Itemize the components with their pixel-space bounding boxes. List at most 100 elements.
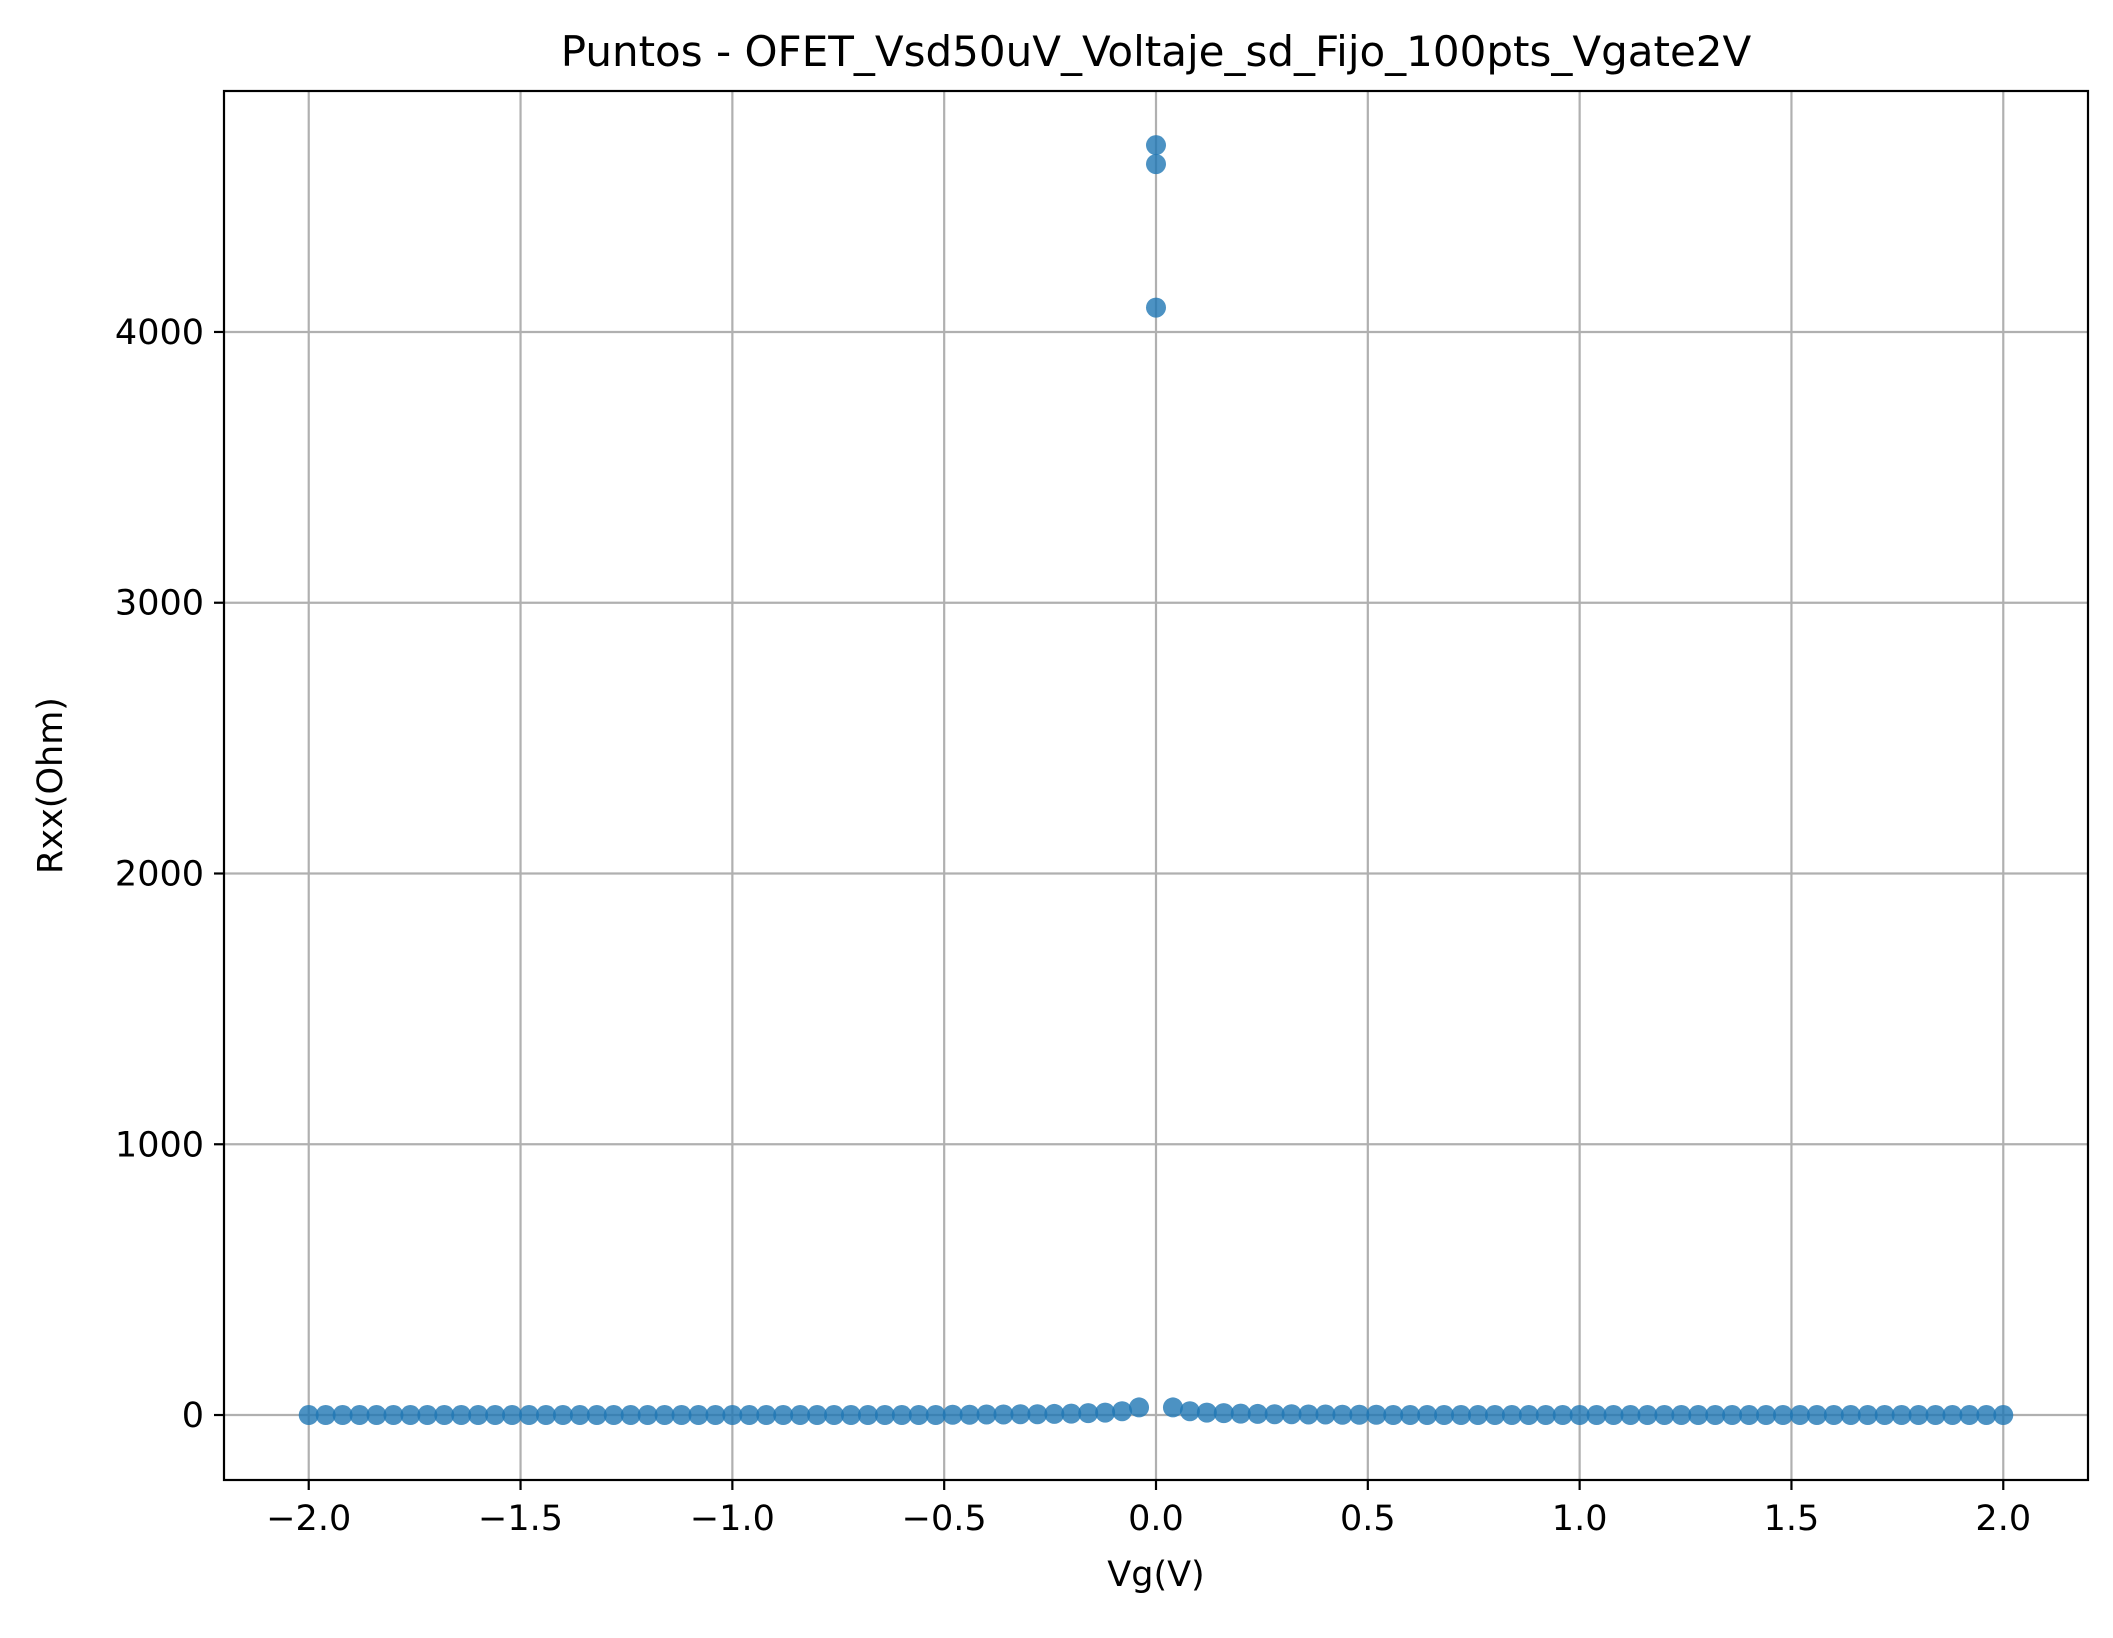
data-point (654, 1405, 675, 1426)
data-point (1535, 1405, 1556, 1426)
data-point (1705, 1405, 1726, 1426)
data-point (620, 1405, 641, 1426)
y-tick-label: 3000 (115, 584, 204, 624)
data-point (1298, 1404, 1319, 1425)
data-point (1518, 1405, 1539, 1426)
data-point (400, 1405, 421, 1426)
data-point (739, 1405, 760, 1426)
x-axis-label: Vg(V) (1107, 1555, 1204, 1595)
data-point (332, 1405, 353, 1426)
data-point (1552, 1405, 1573, 1426)
data-point (959, 1404, 980, 1425)
data-point (315, 1405, 336, 1426)
y-axis-label: Rxx(Ohm) (31, 697, 71, 874)
x-tick-label: 2.0 (1975, 1499, 2031, 1539)
x-tick-label: −0.5 (902, 1499, 987, 1539)
data-point (1027, 1404, 1048, 1425)
data-point (451, 1405, 472, 1426)
data-point (1146, 297, 1166, 318)
chart-title: Puntos - OFET_Vsd50uV_Voltaje_sd_Fijo_10… (561, 27, 1752, 76)
data-point (1722, 1405, 1743, 1426)
data-point (1908, 1405, 1929, 1426)
x-tick-label: 1.5 (1764, 1499, 1820, 1539)
data-point (1959, 1405, 1980, 1426)
data-point (1315, 1404, 1336, 1425)
data-point (1179, 1401, 1200, 1422)
data-point (1129, 1397, 1150, 1418)
data-point (976, 1404, 997, 1425)
data-point (1383, 1405, 1404, 1426)
data-point (485, 1405, 506, 1426)
data-point (519, 1405, 540, 1426)
data-point (773, 1405, 794, 1426)
y-tick-label: 4000 (115, 313, 204, 353)
x-tick-label: −2.0 (266, 1499, 351, 1539)
data-point (942, 1404, 963, 1425)
data-point (1806, 1405, 1827, 1426)
data-point (1671, 1405, 1692, 1426)
data-point (1095, 1402, 1116, 1423)
data-point (1840, 1405, 1861, 1426)
data-point (722, 1405, 743, 1426)
data-point (552, 1405, 573, 1426)
x-tick-label: −1.5 (478, 1499, 563, 1539)
data-point (1925, 1405, 1946, 1426)
data-point (1451, 1405, 1472, 1426)
data-point (1230, 1403, 1251, 1424)
data-point (1484, 1405, 1505, 1426)
axis-ticks: −2.0 −1.5 −1.0 −0.5 0.0 0.5 1.0 1.5 2.0 0 1000 2000… (115, 313, 2031, 1539)
x-tick-label: −1.0 (690, 1499, 775, 1539)
data-point (1603, 1405, 1624, 1426)
data-point (874, 1405, 895, 1426)
data-point (349, 1405, 370, 1426)
data-point (1789, 1405, 1810, 1426)
data-point (1400, 1405, 1421, 1426)
data-point (1637, 1405, 1658, 1426)
data-point (790, 1405, 811, 1426)
data-point (1688, 1405, 1709, 1426)
data-point (1061, 1403, 1082, 1424)
data-point (502, 1405, 523, 1426)
data-point (1501, 1405, 1522, 1426)
data-point (1162, 1397, 1183, 1418)
data-point (993, 1404, 1014, 1425)
data-point (1434, 1405, 1455, 1426)
data-point (603, 1405, 624, 1426)
data-point (1739, 1405, 1760, 1426)
data-point (688, 1405, 709, 1426)
data-point (434, 1405, 455, 1426)
x-tick-label: 0.0 (1128, 1499, 1184, 1539)
x-tick-label: 1.0 (1552, 1499, 1608, 1539)
y-tick-label: 1000 (115, 1125, 204, 1165)
data-point (1281, 1404, 1302, 1425)
data-point (1146, 154, 1166, 175)
data-point (705, 1405, 726, 1426)
data-point (1756, 1405, 1777, 1426)
data-points (298, 135, 2014, 1426)
data-point (1823, 1405, 1844, 1426)
data-point (671, 1405, 692, 1426)
data-point (1874, 1405, 1895, 1426)
data-point (1654, 1405, 1675, 1426)
data-point (1332, 1404, 1353, 1425)
data-point (1247, 1403, 1268, 1424)
data-point (366, 1405, 387, 1426)
data-point (1264, 1404, 1285, 1425)
x-tick-label: 0.5 (1340, 1499, 1396, 1539)
data-point (569, 1405, 590, 1426)
data-point (840, 1405, 861, 1426)
data-point (1366, 1404, 1387, 1425)
data-point (586, 1405, 607, 1426)
data-point (1586, 1405, 1607, 1426)
y-tick-label: 2000 (115, 854, 204, 894)
data-point (637, 1405, 658, 1426)
data-point (857, 1405, 878, 1426)
data-point (1569, 1405, 1590, 1426)
data-point (1772, 1405, 1793, 1426)
data-point (1349, 1404, 1370, 1425)
data-point (807, 1405, 828, 1426)
data-point (1078, 1403, 1099, 1424)
data-point (1417, 1405, 1438, 1426)
data-point (1112, 1401, 1133, 1422)
